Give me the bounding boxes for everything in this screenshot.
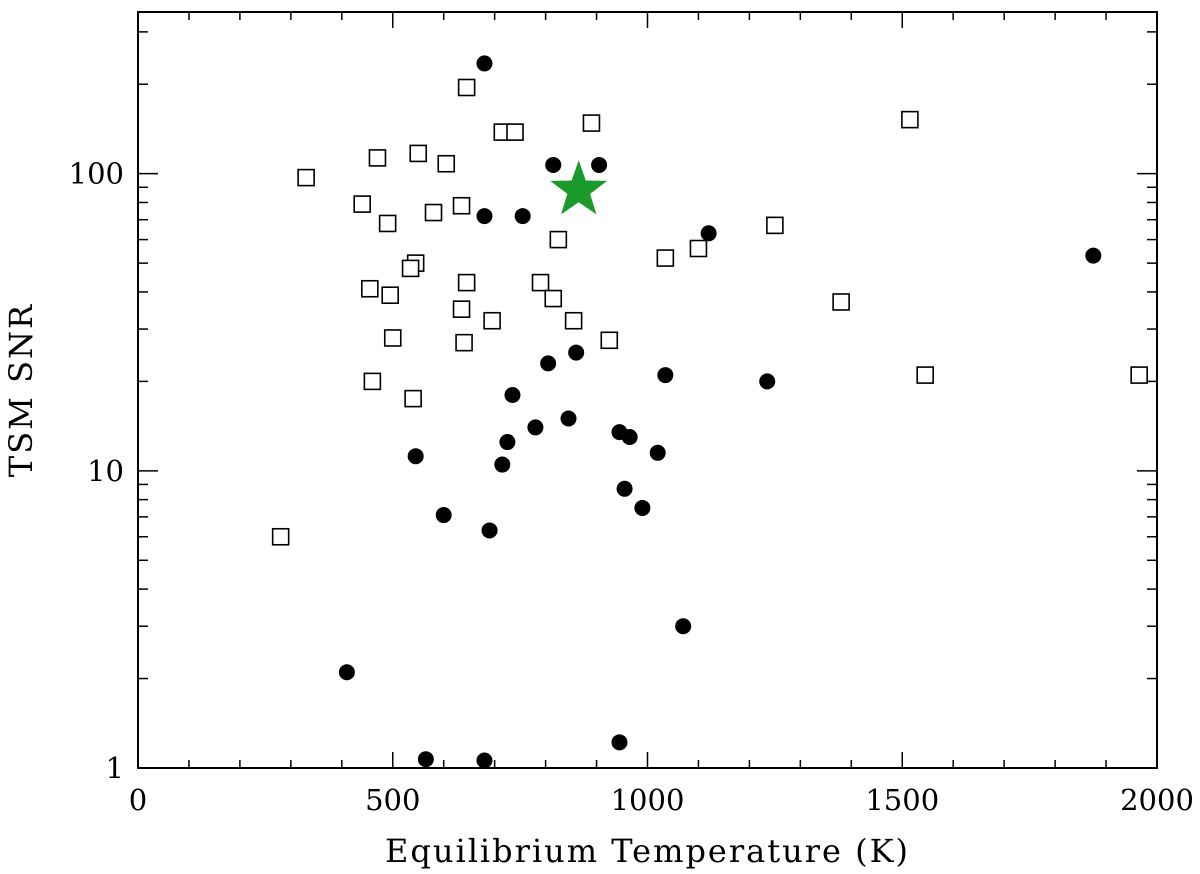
filled-circle-point [657,367,674,384]
filled-circle-point [514,208,531,225]
open-square-point [437,154,456,173]
open-square-point [452,196,471,215]
star-point [550,160,608,215]
filled-circle-point [675,618,692,635]
filled-circle-point [476,208,493,225]
open-square-point [353,195,371,213]
filled-circle-point [611,734,628,751]
open-square-point [457,273,476,292]
open-square-point [901,110,919,129]
x-tick-label: 1500 [865,783,939,817]
open-square-point [483,311,501,330]
open-square-point [916,366,934,384]
filled-circle-point [527,419,544,436]
data-points [271,55,1148,769]
open-square-point [582,114,601,132]
filled-circle-point [634,499,651,516]
filled-circle-point [435,507,452,524]
open-square-point [600,331,619,350]
open-square-point [404,389,422,408]
filled-circle-point [540,355,557,372]
open-square-point [1130,366,1148,384]
open-square-point [656,249,675,267]
open-square-point [455,333,473,352]
open-square-point [401,259,420,278]
open-square-point [383,329,402,347]
open-square-point [297,168,315,187]
open-square-point [544,289,563,308]
filled-circle-point [545,156,562,173]
open-square-point [506,123,524,141]
filled-circle-point [481,522,498,539]
filled-circle-point [759,373,776,390]
open-square-point [564,311,583,330]
filled-circle-point [560,410,577,427]
open-square-point [424,203,443,222]
tick-labels: 0 500 1000 1500 2000 1 10 100 [69,157,1194,817]
open-square-point [381,286,400,304]
filled-circle-point [504,386,521,403]
open-square-point [452,300,471,318]
filled-circle-point [1085,247,1102,264]
open-square-point [409,144,428,163]
y-tick-label: 1 [106,751,124,785]
open-square-point [531,273,550,292]
filled-circle-point [616,480,633,497]
filled-circle-point [568,344,585,361]
open-square-point [378,214,397,233]
x-tick-label: 0 [129,783,147,817]
filled-circle-point [417,751,434,768]
open-square-point [457,78,476,97]
plot-frame [137,11,1158,769]
filled-circle-point [621,428,638,445]
x-tick-label: 500 [365,783,420,817]
filled-circle-point [407,448,424,465]
open-square-point [766,216,784,235]
open-square-point [271,527,290,546]
x-axis-title: Equilibrium Temperature (K) [385,832,910,870]
open-square-point [368,149,387,167]
filled-circle-point [649,444,666,461]
filled-circle-point [591,156,608,173]
x-tick-label: 1000 [611,783,685,817]
filled-circle-point [476,55,493,72]
filled-circle-point [499,434,516,451]
filled-circle-point [494,456,511,473]
filled-circle-point [476,752,493,769]
open-square-point [549,230,568,249]
open-square-point [689,239,708,258]
filled-circle-point [700,225,717,242]
y-axis-title: TSM SNR [2,303,40,477]
open-square-point [361,279,379,298]
open-square-point [363,372,382,391]
x-tick-label: 2000 [1120,783,1194,817]
filled-circle-point [338,664,355,681]
axis-ticks [137,12,1158,769]
y-tick-label: 10 [87,454,124,488]
open-square-point [832,293,850,311]
y-tick-label: 100 [69,157,124,191]
